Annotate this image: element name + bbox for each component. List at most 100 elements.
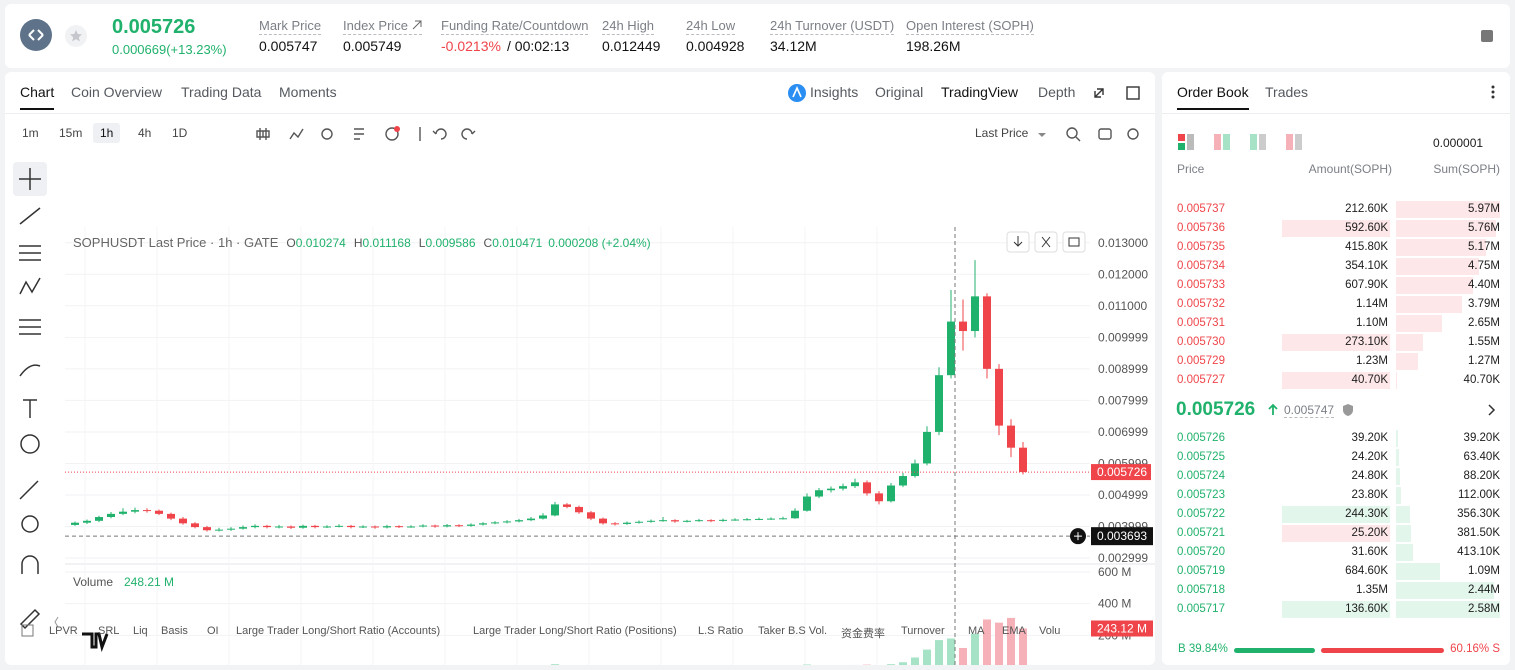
candle-body	[995, 368, 1003, 426]
candle-body	[167, 513, 175, 519]
timeframe[interactable]: 1D	[172, 126, 188, 140]
depth-bar	[1396, 372, 1397, 389]
stat-value: 0.012449	[602, 38, 661, 54]
layout-toggles[interactable]	[1178, 134, 1308, 150]
more[interactable]	[1490, 84, 1496, 100]
y-tick-label: 0.007999	[1098, 393, 1148, 407]
candle-body	[299, 525, 307, 528]
candle-body	[395, 526, 403, 528]
indicator[interactable]: Turnover	[901, 625, 945, 637]
legend-part: 0.010274	[296, 236, 346, 250]
candlestick-chart: 0.013000 0.012000 0.011000 0.009999 0.008999…	[54, 227, 1155, 665]
candle-body	[227, 528, 235, 530]
link-icon[interactable]	[412, 20, 422, 30]
amount: 607.90K	[1345, 279, 1388, 291]
candle-body	[347, 525, 355, 528]
indicator[interactable]: Taker B.S Vol.	[758, 625, 828, 637]
candle-body	[359, 526, 367, 528]
depth-bar	[1396, 468, 1400, 485]
order-book-tab[interactable]: Trades	[1265, 84, 1309, 100]
candle-body	[815, 490, 823, 497]
ask-price: 0.005733	[1177, 279, 1225, 291]
depth-bar	[1396, 430, 1398, 447]
price-source[interactable]: Last Price	[975, 126, 1029, 140]
depth-bar	[1396, 525, 1412, 542]
ask-price: 0.005720	[1177, 546, 1225, 558]
stat-label: Funding Rate/Countdown	[441, 18, 589, 35]
candle-body	[119, 511, 127, 514]
volume-bar	[995, 622, 1003, 665]
ohlc-legend: SOPHUSDT Last Price · 1h · GATE O0.010274…	[73, 235, 651, 250]
ask-price: 0.005732	[1177, 298, 1225, 310]
ask-price: 0.005729	[1177, 355, 1225, 367]
ask-price: 0.005737	[1177, 203, 1225, 215]
buy-bar	[1234, 648, 1315, 653]
timeframe[interactable]: 1m	[22, 126, 39, 140]
legend-part: 0.011168	[362, 236, 411, 250]
view-tab[interactable]: Original	[875, 84, 924, 100]
stat-value: 34.12M	[770, 38, 817, 54]
amount: 1.23M	[1356, 355, 1388, 367]
candle-body	[191, 523, 199, 528]
candle-body	[515, 520, 523, 522]
indicator[interactable]: EMA	[1002, 625, 1026, 637]
indicator[interactable]: OI	[207, 625, 219, 637]
depth-bar	[1396, 601, 1500, 618]
ask-price: 0.005730	[1177, 336, 1225, 348]
order-book-tab[interactable]: Order Book	[1177, 84, 1249, 110]
timeframe[interactable]: 4h	[138, 126, 152, 140]
candle-body	[479, 523, 487, 525]
timeframe[interactable]: 1h	[93, 123, 121, 143]
view-tab[interactable]: Depth	[1038, 84, 1076, 100]
indicator[interactable]: MA	[968, 625, 985, 637]
favorite-star[interactable]	[65, 25, 87, 47]
view-tab[interactable]: Insights	[810, 84, 859, 100]
volume-bar	[971, 633, 979, 665]
candle-body	[419, 525, 427, 527]
depth-bar	[1396, 315, 1443, 332]
order-book-panel: Order Book Trades 0.000001 Price Amount(SO…	[1162, 72, 1510, 665]
amount: 244.30K	[1345, 508, 1388, 520]
indicator[interactable]: SRL	[98, 625, 120, 637]
ask-price: 0.005718	[1177, 584, 1225, 596]
sell-ratio: 60.16% S	[1450, 643, 1500, 655]
add-alert-plus	[1074, 532, 1082, 541]
indicator[interactable]: L.S Ratio	[698, 625, 744, 637]
candle-body	[671, 520, 679, 522]
chart-tab[interactable]: Chart	[20, 84, 55, 110]
volume-bar	[947, 638, 955, 665]
amount: 684.60K	[1345, 565, 1388, 577]
volume-bar	[1007, 617, 1015, 665]
chart-tab[interactable]: Trading Data	[181, 84, 262, 100]
sum: 5.76M	[1468, 222, 1500, 234]
precision[interactable]: 0.000001	[1433, 136, 1484, 150]
amount: 136.60K	[1345, 603, 1388, 615]
indicator[interactable]: Liq	[133, 625, 148, 637]
countdown: / 00:02:13	[507, 38, 570, 54]
candle-body	[635, 521, 643, 523]
view-icons	[788, 84, 1140, 102]
chart-tab[interactable]: Moments	[279, 84, 337, 100]
candle-body	[83, 520, 91, 523]
indicator-icon[interactable]	[21, 624, 35, 638]
candle-body	[263, 525, 271, 528]
y-tick-label: 0.002999	[1098, 551, 1148, 565]
settings-icon[interactable]	[1479, 28, 1495, 44]
indicator[interactable]: Large Trader Long/Short Ratio (Positions…	[473, 625, 677, 637]
ask-price: 0.005725	[1177, 451, 1225, 463]
indicator[interactable]: LPVR	[49, 625, 78, 637]
candle-body	[911, 463, 919, 477]
indicator[interactable]: Large Trader Long/Short Ratio (Accounts)	[236, 625, 441, 637]
indicator[interactable]: Volu	[1039, 625, 1061, 637]
indicator[interactable]: Basis	[161, 625, 188, 637]
candle-body	[695, 520, 703, 522]
chart-tab[interactable]: Coin Overview	[71, 84, 163, 100]
view-tab[interactable]: TradingView	[941, 84, 1019, 100]
depth-bar	[1396, 258, 1479, 275]
timeframe[interactable]: 15m	[59, 126, 83, 140]
depth-bar	[1396, 449, 1399, 466]
indicator[interactable]: 资金费率	[841, 628, 885, 640]
candle-body	[407, 526, 415, 528]
tv-logo	[82, 632, 109, 653]
